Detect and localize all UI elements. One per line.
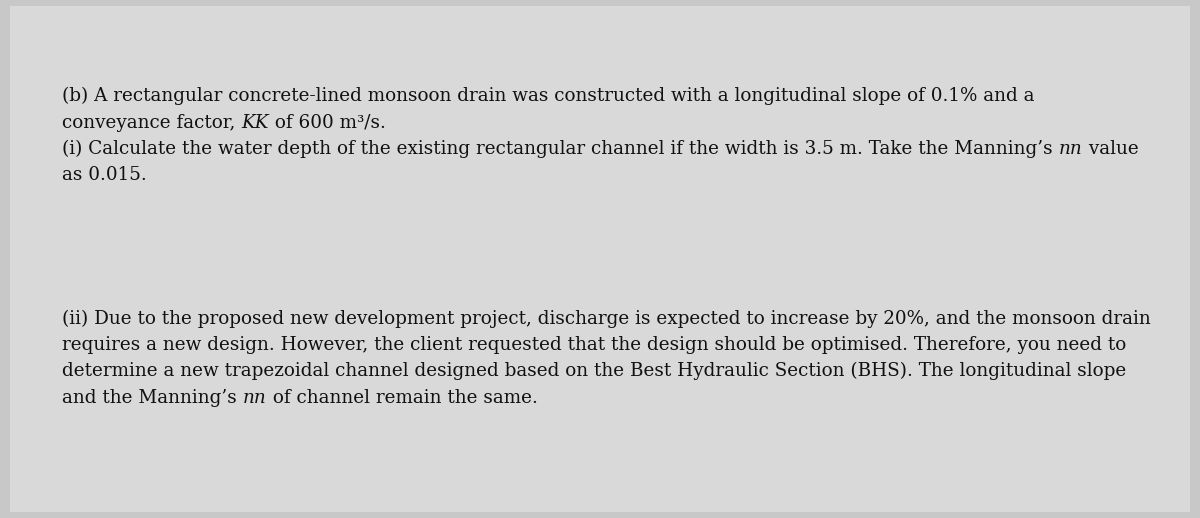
Text: requires a new design. However, the client requested that the design should be o: requires a new design. However, the clie… [62,336,1127,354]
Text: KK: KK [241,114,269,132]
Text: nn: nn [1060,140,1082,158]
Text: determine a new trapezoidal channel designed based on the Best Hydraulic Section: determine a new trapezoidal channel desi… [62,362,1127,380]
FancyBboxPatch shape [10,6,1190,512]
Text: of 600 m³/s.: of 600 m³/s. [269,114,386,132]
Text: of channel remain the same.: of channel remain the same. [266,388,538,407]
Text: as 0.015.: as 0.015. [62,166,148,184]
Text: value: value [1082,140,1139,158]
Text: conveyance factor,: conveyance factor, [62,114,241,132]
Text: nn: nn [244,388,266,407]
Text: (b) A rectangular concrete-lined monsoon drain was constructed with a longitudin: (b) A rectangular concrete-lined monsoon… [62,87,1034,105]
Text: and the Manning’s: and the Manning’s [62,388,244,407]
Text: (ii) Due to the proposed new development project, discharge is expected to incre: (ii) Due to the proposed new development… [62,309,1151,327]
Text: (i) Calculate the water depth of the existing rectangular channel if the width i: (i) Calculate the water depth of the exi… [62,140,1060,158]
